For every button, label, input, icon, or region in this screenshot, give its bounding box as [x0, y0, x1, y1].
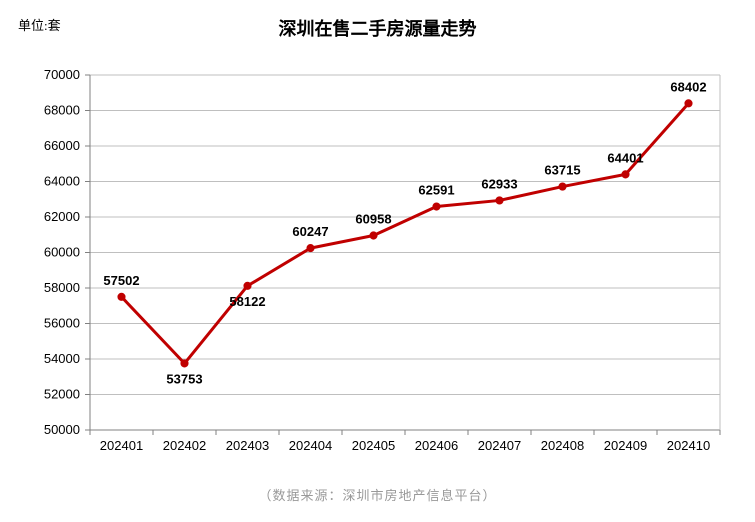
svg-text:202408: 202408 — [541, 438, 584, 453]
svg-text:58122: 58122 — [229, 294, 265, 309]
line-chart: 50000 52000 54000 56000 58000 60000 62000 64000… — [0, 0, 755, 517]
svg-text:60247: 60247 — [292, 224, 328, 239]
svg-text:202410: 202410 — [667, 438, 710, 453]
svg-text:50000: 50000 — [44, 422, 80, 437]
svg-text:60000: 60000 — [44, 245, 80, 260]
svg-text:202403: 202403 — [226, 438, 269, 453]
svg-text:63715: 63715 — [544, 163, 580, 178]
svg-text:单位:套: 单位:套 — [18, 18, 61, 33]
data-source-note: （数据来源：深圳市房地产信息平台） — [0, 485, 755, 504]
svg-text:57502: 57502 — [103, 273, 139, 288]
svg-text:52000: 52000 — [44, 387, 80, 402]
svg-text:202406: 202406 — [415, 438, 458, 453]
svg-text:68402: 68402 — [670, 79, 706, 94]
svg-text:70000: 70000 — [44, 67, 80, 82]
svg-text:66000: 66000 — [44, 138, 80, 153]
svg-text:202401: 202401 — [100, 438, 143, 453]
svg-text:53753: 53753 — [166, 371, 202, 386]
svg-text:深圳在售二手房源量走势: 深圳在售二手房源量走势 — [279, 18, 477, 39]
svg-text:202407: 202407 — [478, 438, 521, 453]
svg-text:60958: 60958 — [355, 211, 391, 226]
svg-text:62933: 62933 — [481, 176, 517, 191]
svg-text:202405: 202405 — [352, 438, 395, 453]
svg-text:202404: 202404 — [289, 438, 332, 453]
svg-text:64000: 64000 — [44, 174, 80, 189]
svg-text:58000: 58000 — [44, 280, 80, 295]
svg-text:202402: 202402 — [163, 438, 206, 453]
svg-text:68000: 68000 — [44, 103, 80, 118]
svg-text:64401: 64401 — [607, 150, 643, 165]
svg-text:202409: 202409 — [604, 438, 647, 453]
svg-text:54000: 54000 — [44, 351, 80, 366]
svg-text:56000: 56000 — [44, 316, 80, 331]
svg-text:62591: 62591 — [418, 183, 454, 198]
svg-text:62000: 62000 — [44, 209, 80, 224]
chart-container: 50000 52000 54000 56000 58000 60000 62000 64000… — [0, 0, 755, 517]
